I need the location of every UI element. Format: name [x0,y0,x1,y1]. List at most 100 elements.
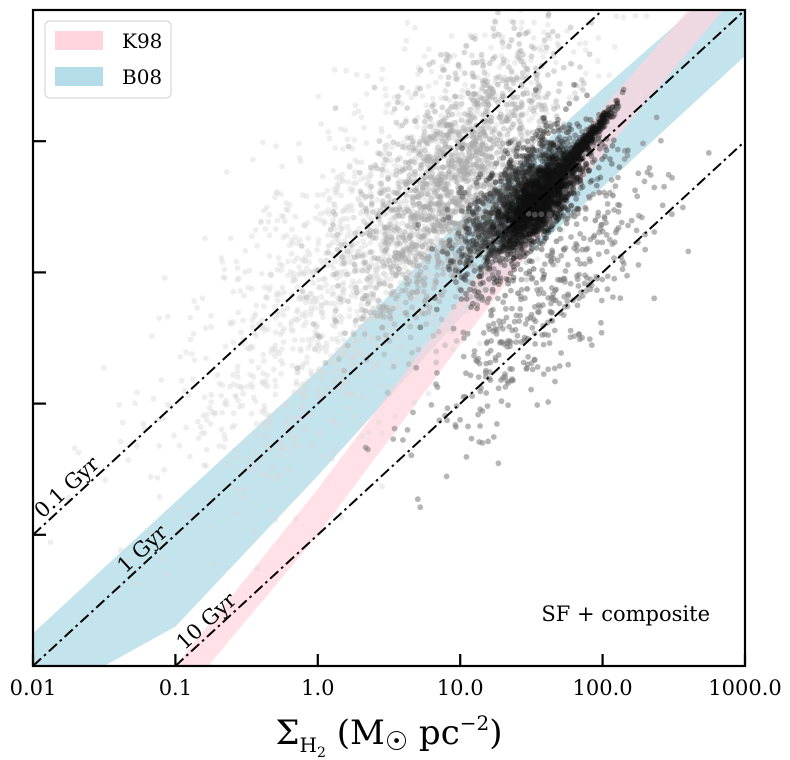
scatter-point [577,84,584,91]
scatter-point [435,243,441,250]
scatter-point [294,308,300,315]
scatter-point [208,324,214,330]
scatter-point [465,168,472,174]
scatter-point [516,126,523,133]
scatter-point [294,240,301,247]
scatter-point [469,52,476,59]
scatter-point [265,219,272,225]
scatter-point [388,276,394,283]
scatter-point [436,185,443,192]
scatter-point [500,140,506,147]
scatter-point [331,448,337,455]
scatter-point [344,215,351,222]
scatter-point [407,239,414,245]
scatter-point [314,386,321,393]
scatter-point [530,34,537,41]
scatter-point [535,68,541,74]
scatter-point [470,220,477,227]
scatter-point [464,87,471,94]
scatter-point [409,270,416,277]
scatter-point [392,228,399,235]
scatter-point [462,175,469,182]
scatter-point [508,257,514,263]
scatter-point [448,105,454,111]
scatter-point [149,531,155,537]
scatter-point [553,98,560,105]
scatter-point [378,180,385,187]
scatter-point [346,228,353,235]
scatter-point [467,176,474,183]
scatter-point [586,51,593,58]
scatter-point [445,165,452,171]
scatter-point [334,275,340,282]
scatter-point [388,266,395,273]
scatter-point [449,198,456,205]
scatter-point [474,167,480,174]
scatter-point [520,144,527,151]
scatter-point [270,366,277,373]
scatter-point [202,325,209,331]
scatter-point [340,369,347,375]
scatter-point [378,243,384,250]
scatter-point [317,375,324,382]
scatter-point [390,235,396,242]
scatter-point [276,261,283,267]
scatter-point [361,264,368,271]
scatter-point [459,193,466,200]
scatter-point [470,83,476,90]
scatter-point [409,304,415,311]
scatter-point [295,271,302,278]
scatter-point [380,270,387,277]
scatter-point [231,422,238,429]
scatter-point [326,195,333,201]
scatter-point [414,243,421,250]
scatter-point [442,342,448,349]
scatter-point [351,268,358,275]
scatter-point [279,213,285,219]
scatter-point [322,299,329,306]
scatter-point [457,93,464,100]
scatter-point [242,269,248,275]
scatter-point [261,324,267,330]
scatter-point [469,70,476,76]
scatter-point [359,316,366,322]
scatter-point [478,196,485,203]
scatter-point [251,527,258,533]
scatter-point [550,161,557,168]
scatter-point [332,235,339,242]
scatter-point [464,303,471,309]
scatter-point [439,104,446,111]
scatter-point [209,408,216,415]
scatter-point [150,395,157,402]
scatter-point [355,108,362,114]
scatter-point [483,169,489,176]
scatter-point [319,309,326,316]
scatter-point [264,295,271,301]
scatter-point [518,99,525,106]
scatter-point [433,235,440,242]
scatter-point [387,283,394,289]
scatter-point [540,54,547,60]
scatter-point [322,359,329,366]
scatter-point [403,204,409,211]
scatter-point [518,122,524,128]
scatter-point [373,316,380,323]
scatter-point [391,94,398,101]
scatter-point [368,338,375,345]
scatter-point [459,94,465,101]
scatter-point [505,180,512,187]
scatter-point [480,65,486,71]
scatter-point [313,266,319,273]
scatter-point [341,330,348,336]
scatter-point [251,330,258,336]
scatter-point [359,350,366,356]
scatter-point [530,108,537,114]
scatter-point [210,561,217,568]
scatter-point [331,201,337,208]
scatter-point [393,243,400,250]
scatter-point [442,51,448,57]
scatter-point [339,379,346,386]
scatter-point [343,204,350,211]
scatter-point [266,473,273,480]
scatter-point [158,556,165,563]
